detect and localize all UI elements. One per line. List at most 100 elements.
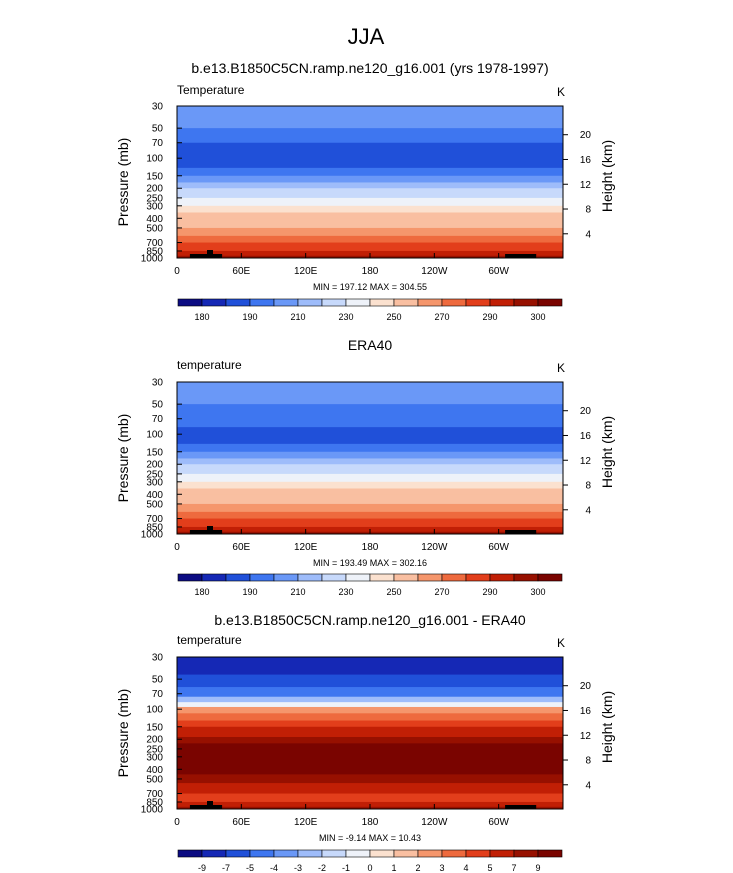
topography-mask <box>207 250 213 258</box>
y-tick-label: 50 <box>152 124 164 135</box>
min-max-note: MIN = -9.14 MAX = 10.43 <box>319 833 421 843</box>
colorbar-box <box>297 298 323 307</box>
panel-units: K <box>557 636 565 650</box>
colorbar-box <box>441 298 467 307</box>
y-tick-label: 700 <box>146 238 163 249</box>
y-right-tick-label: 20 <box>580 681 592 692</box>
colorbar-box <box>249 573 275 582</box>
panel-title: ERA40 <box>348 337 393 353</box>
contour-band <box>177 197 563 207</box>
y-right-axis-label: Height (km) <box>599 140 615 212</box>
y-tick-label: 400 <box>146 214 163 225</box>
colorbar: 180 190 210 230 250 270 290 300 <box>177 298 563 322</box>
topography-mask <box>207 526 213 534</box>
colorbar-label: 230 <box>338 587 353 597</box>
x-tick-label: 120W <box>421 542 448 553</box>
x-tick-label: 0 <box>174 266 180 277</box>
y-tick-label: 250 <box>146 193 163 204</box>
contour-band <box>177 235 563 244</box>
contour-band <box>177 128 563 144</box>
x-tick-label: 120W <box>421 266 448 277</box>
colorbar-box <box>345 573 371 582</box>
y-right-axis-label: Height (km) <box>599 691 615 763</box>
colorbar-box <box>441 573 467 582</box>
contour-band <box>177 783 563 795</box>
y-tick-label: 200 <box>146 735 163 746</box>
colorbar-label: 210 <box>290 587 305 597</box>
contour-band <box>177 774 563 784</box>
contour-band <box>177 488 563 495</box>
y-tick-label: 850 <box>146 797 163 808</box>
colorbar: -9 -7 -5 -4 -3 -2 -1 0 1 2 3 4 5 7 9 <box>177 849 563 873</box>
colorbar-label: 290 <box>482 587 497 597</box>
colorbar-box <box>465 573 491 582</box>
contour-band <box>177 106 563 129</box>
contour-band <box>177 518 563 528</box>
y-right-tick-label: 12 <box>580 456 592 467</box>
contour-band <box>177 227 563 237</box>
contour-band <box>177 451 563 459</box>
contour-band <box>177 696 563 703</box>
colorbar-box <box>393 573 419 582</box>
y-tick-label: 500 <box>146 223 163 234</box>
x-tick-label: 180 <box>362 542 379 553</box>
y-tick-label: 70 <box>152 138 164 149</box>
colorbar-label: -7 <box>222 863 230 873</box>
y-tick-label: 250 <box>146 469 163 480</box>
y-axis-label: Pressure (mb) <box>115 138 131 227</box>
y-tick-label: 200 <box>146 460 163 471</box>
contour-band <box>177 793 563 803</box>
contour-band <box>177 212 563 219</box>
topography-mask <box>207 801 213 809</box>
y-tick-label: 50 <box>152 675 164 686</box>
contour-band <box>177 687 563 698</box>
colorbar-label: -4 <box>270 863 278 873</box>
y-tick-label: 50 <box>152 400 164 411</box>
colorbar-label: 1 <box>391 863 396 873</box>
colorbar-box <box>369 298 395 307</box>
colorbar-box <box>225 573 251 582</box>
contour-band <box>177 443 563 453</box>
y-tick-label: 300 <box>146 752 163 763</box>
colorbar-box <box>417 298 443 307</box>
colorbar-label: 180 <box>194 587 209 597</box>
contour-band <box>177 674 563 688</box>
y-axis-label: Pressure (mb) <box>115 689 131 778</box>
contour-band <box>177 427 563 445</box>
colorbar-box <box>465 849 491 858</box>
colorbar-box <box>513 849 539 858</box>
contour-band <box>177 188 563 199</box>
y-tick-label: 100 <box>146 430 163 441</box>
y-axis-label: Pressure (mb) <box>115 414 131 503</box>
contour-band <box>177 720 563 728</box>
x-tick-label: 60W <box>488 266 509 277</box>
x-tick-label: 60E <box>232 817 250 828</box>
x-tick-label: 120E <box>294 542 318 553</box>
y-tick-label: 700 <box>146 514 163 525</box>
colorbar-box <box>465 298 491 307</box>
y-tick-label: 150 <box>146 171 163 182</box>
contour-band <box>177 158 563 169</box>
y-tick-label: 100 <box>146 705 163 716</box>
y-tick-label: 250 <box>146 744 163 755</box>
y-tick-label: 30 <box>152 378 164 389</box>
panel-units: K <box>557 85 565 99</box>
contour-band <box>177 382 563 405</box>
colorbar-box <box>273 849 299 858</box>
contour-band <box>177 494 563 505</box>
colorbar-label: 5 <box>487 863 492 873</box>
x-tick-label: 180 <box>362 266 379 277</box>
contour-band <box>177 713 563 722</box>
y-tick-label: 150 <box>146 722 163 733</box>
colorbar-label: 180 <box>194 312 209 322</box>
y-right-tick-label: 8 <box>585 205 591 216</box>
x-tick-label: 0 <box>174 542 180 553</box>
colorbar-label: 3 <box>439 863 444 873</box>
colorbar-label: 9 <box>535 863 540 873</box>
panel-difference: b.e13.B1850C5CN.ramp.ne120_g16.001 - ERA… <box>115 612 615 873</box>
colorbar-box <box>201 298 227 307</box>
colorbar-box <box>297 573 323 582</box>
